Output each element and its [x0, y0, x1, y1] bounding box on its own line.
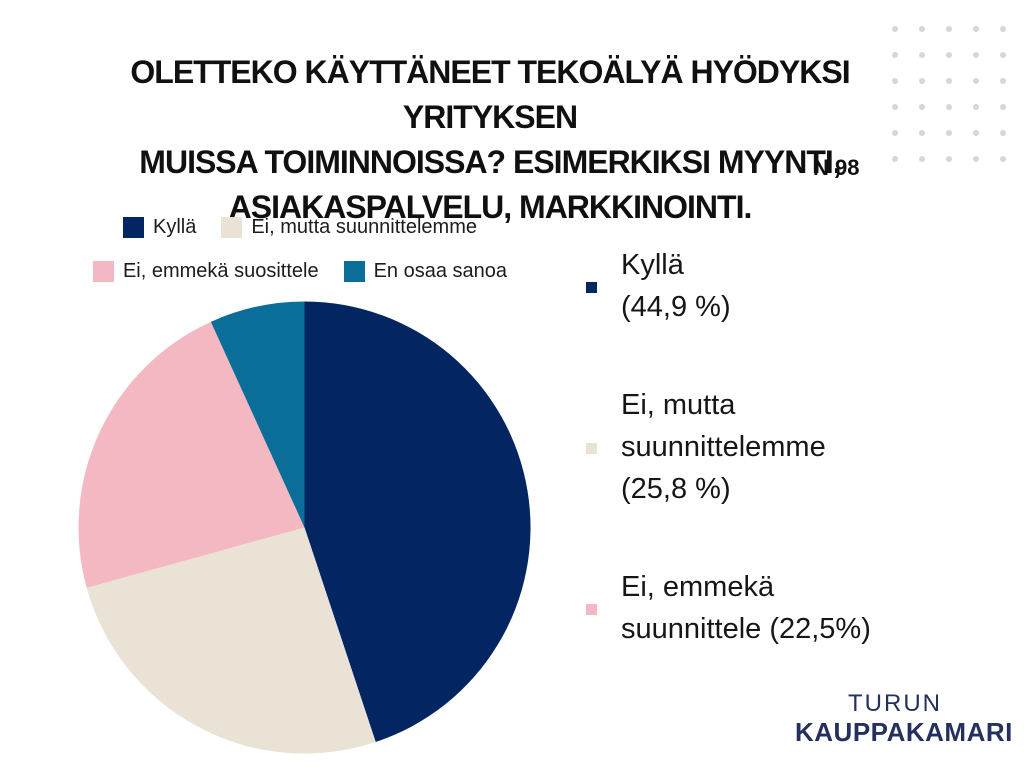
dot	[945, 78, 952, 84]
legend-item-ei-emmeka: Ei, emmekä suosittele	[92, 258, 319, 284]
turun-kauppakamari-logo: TURUN KAUPPAKAMARI	[795, 690, 1013, 747]
logo-text-kauppakamari: KAUPPAKAMARI	[795, 717, 1013, 747]
dot	[891, 26, 898, 32]
dot	[918, 78, 925, 84]
pie-slice-0	[304, 301, 531, 742]
dot	[972, 156, 979, 162]
legend-label-en-osaa: En osaa sanoa	[373, 259, 508, 282]
pie-chart-container	[77, 300, 532, 755]
dot	[918, 26, 925, 32]
dot	[918, 104, 925, 110]
callout-text-ei-emmeka: Ei, emmekä suunnittele (22,5%)	[621, 571, 871, 645]
title-line-1: OLETTEKO KÄYTTÄNEET TEKOÄLYÄ HYÖDYKSI YR…	[130, 54, 850, 135]
dot	[999, 156, 1006, 162]
callout-text-ei-mutta: Ei, mutta suunnittelemme (25,8 %)	[621, 389, 826, 505]
dot	[999, 52, 1006, 58]
dot	[891, 130, 898, 136]
logo-text-turun: TURUN	[848, 690, 942, 717]
legend-item-kylla: Kyllä	[122, 214, 197, 240]
legend-row-2: Ei, emmekä suosittele En osaa sanoa	[20, 258, 580, 284]
title-line-3: ASIAKASPALVELU, MARKKINOINTI.	[228, 189, 753, 225]
legend-item-en-osaa: En osaa sanoa	[343, 258, 508, 284]
dot	[945, 26, 952, 32]
callout-text-kylla: Kyllä (44,9 %)	[621, 249, 731, 323]
dot	[891, 52, 898, 58]
legend-swatch-ei-emmeka	[92, 260, 114, 282]
title-line-2: MUISSA TOIMINNOISSA? ESIMERKIKSI MYYNTI,	[139, 144, 841, 180]
legend-label-kylla: Kyllä	[152, 215, 197, 238]
pie-chart	[78, 301, 531, 754]
legend-label-ei-mutta: Ei, mutta suunnittelemme	[251, 215, 477, 238]
dot	[972, 78, 979, 84]
legend-swatch-en-osaa	[343, 260, 365, 282]
callout-bullet-kylla	[586, 281, 597, 293]
callout-bullet-ei-mutta	[586, 442, 597, 454]
dot	[972, 52, 979, 58]
dot	[972, 130, 979, 136]
legend-swatch-kylla	[122, 216, 144, 238]
dot	[945, 104, 952, 110]
dot	[891, 104, 898, 110]
page-title: OLETTEKO KÄYTTÄNEET TEKOÄLYÄ HYÖDYKSI YR…	[40, 50, 940, 230]
callout-list: Kyllä (44,9 %) Ei, mutta suunnittelemme …	[586, 244, 996, 706]
legend-swatch-ei-mutta	[221, 216, 243, 238]
pie-slice-1	[86, 527, 376, 754]
sample-size-label: N 98	[813, 155, 860, 180]
dot	[918, 156, 925, 162]
callout-ei-mutta: Ei, mutta suunnittelemme (25,8 %)	[586, 384, 996, 510]
dot	[945, 52, 952, 58]
dot	[999, 130, 1006, 136]
legend-item-ei-mutta: Ei, mutta suunnittelemme	[221, 214, 477, 240]
dot	[999, 78, 1006, 84]
callout-bullet-ei-emmeka	[586, 603, 597, 615]
dot	[945, 156, 952, 162]
dot	[999, 26, 1006, 32]
callout-ei-emmeka: Ei, emmekä suunnittele (22,5%)	[586, 566, 996, 650]
dot	[918, 52, 925, 58]
pie-slice-2	[78, 321, 305, 588]
dot-grid-decoration	[881, 16, 1016, 172]
legend-label-ei-emmeka: Ei, emmekä suosittele	[122, 259, 319, 282]
dot	[891, 156, 898, 162]
dot	[945, 130, 952, 136]
callout-kylla: Kyllä (44,9 %)	[586, 244, 996, 328]
dot	[999, 104, 1006, 110]
pie-slice-3	[210, 301, 305, 528]
chart-legend: Kyllä Ei, mutta suunnittelemme Ei, emmek…	[20, 214, 580, 302]
dot	[891, 78, 898, 84]
dot	[918, 130, 925, 136]
legend-row-1: Kyllä Ei, mutta suunnittelemme	[20, 214, 580, 240]
dot	[972, 104, 979, 110]
dot	[972, 26, 979, 32]
